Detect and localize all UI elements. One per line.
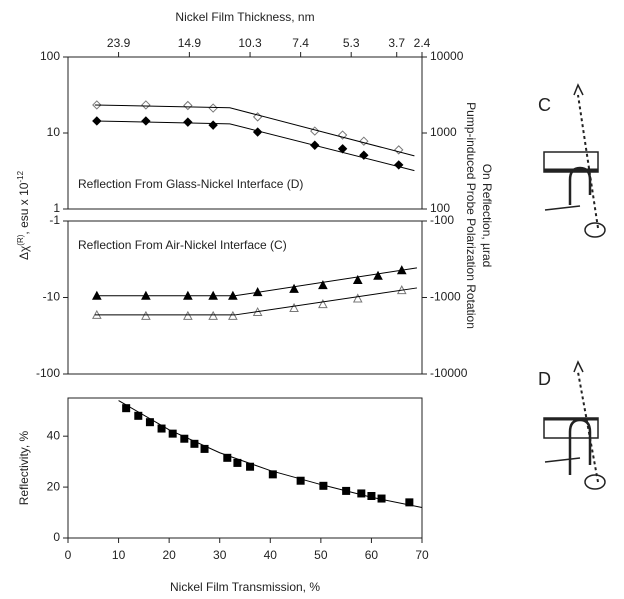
pump-beam [568,166,592,205]
x-tick-label: 30 [213,548,227,562]
x2-tick-label: 10.3 [238,36,262,50]
y-tick-label: 1 [53,201,60,215]
x2-tick-label: 2.4 [414,36,431,50]
square-marker [190,439,199,448]
square-marker [233,458,242,467]
y2-tick-label: -100 [430,213,454,227]
y-axis-label-part: , esu x 10 [17,182,31,234]
triangle-marker [289,283,299,293]
x2-tick-label: 5.3 [343,36,360,50]
y2-tick-label: 100 [430,201,450,215]
y-tick-label: 40 [47,428,61,442]
triangle-marker [373,270,383,280]
probe-beam [577,371,599,483]
diagram-c: C [538,83,606,238]
square-marker [357,489,366,498]
x-axis-label: Nickel Film Transmission, % [170,580,320,594]
x2-tick-label: 3.7 [388,36,405,50]
x-tick-label: 50 [314,548,328,562]
triangle-marker [318,280,328,290]
diamond-marker [359,136,369,146]
triangle-marker [352,293,363,303]
fit-line [94,287,418,316]
x-tick-label: 40 [264,548,278,562]
triangle-marker [141,310,151,320]
fit-line [118,400,423,508]
diamond-marker [183,100,193,111]
polarization [544,457,581,463]
square-marker [122,404,131,413]
triangle-marker [289,302,299,312]
plot-frame [67,397,423,539]
y-tick-label: -10 [43,290,61,304]
square-marker [157,424,166,433]
y-tick-label: -100 [36,366,60,380]
triangle-marker [183,310,193,320]
diamond-marker [141,116,151,126]
x-tick-label: 60 [365,548,379,562]
fit-line [94,120,415,172]
y2-axis-label: Pump-induced Probe Polarization Rotation [464,102,478,329]
square-marker [405,498,414,507]
y2-axis-label: On Reflection, µrad [480,164,494,268]
annotation: Reflection From Air-Nickel Interface (C) [78,238,287,252]
x2-tick-label: 14.9 [178,36,202,50]
y-axis-label: Δχ(R), esu x 10-12 [16,170,32,260]
diagram-label: D [538,369,551,389]
x-tick-label: 0 [65,548,72,562]
diagram-d: D [538,360,606,490]
diagram-label: C [538,95,551,115]
y-tick-label: 0 [53,530,60,544]
annotation: Reflection From Glass-Nickel Interface (… [78,177,303,191]
x-tick-label: 70 [415,548,429,562]
y-axis-label-part: Δχ [17,245,31,260]
fit-line [94,267,418,297]
y-axis-label: Reflectivity, % [17,430,31,505]
y-tick-label: 10 [47,125,61,139]
fit-line [94,104,415,157]
pump-beam [568,418,592,475]
diamond-marker [141,100,151,110]
arrow-head [573,360,584,373]
x-tick-label: 10 [112,548,126,562]
square-marker [296,476,305,485]
y2-tick-label: 10000 [430,49,464,63]
y2-tick-label: 1000 [430,125,457,139]
y-axis-label-part: -12 [16,170,25,182]
probe-beam [577,94,599,229]
ellipse [584,222,606,238]
square-marker [168,429,177,438]
diamond-marker [183,117,193,127]
triangle-marker [208,310,218,320]
y-tick-label: -1 [49,213,60,227]
triangle-marker [228,310,238,320]
y-axis-label-part: (R) [16,234,25,245]
x-tick-label: 20 [162,548,176,562]
diamond-marker [208,120,218,130]
y2-tick-label: -10000 [430,366,468,380]
ellipse [584,474,606,490]
y-tick-label: 20 [47,479,61,493]
x2-tick-label: 7.4 [292,36,309,50]
arrow-head [573,83,584,96]
polarization [544,205,581,211]
triangle-marker [352,274,363,284]
y-tick-label: 100 [40,49,60,63]
square-marker [367,492,376,500]
x2-tick-label: 23.9 [107,36,131,50]
square-marker [223,453,232,462]
triangle-marker [318,299,328,309]
y2-tick-label: -1000 [430,290,461,304]
diamond-marker [208,103,218,113]
x2-axis-label: Nickel Film Thickness, nm [175,10,314,24]
